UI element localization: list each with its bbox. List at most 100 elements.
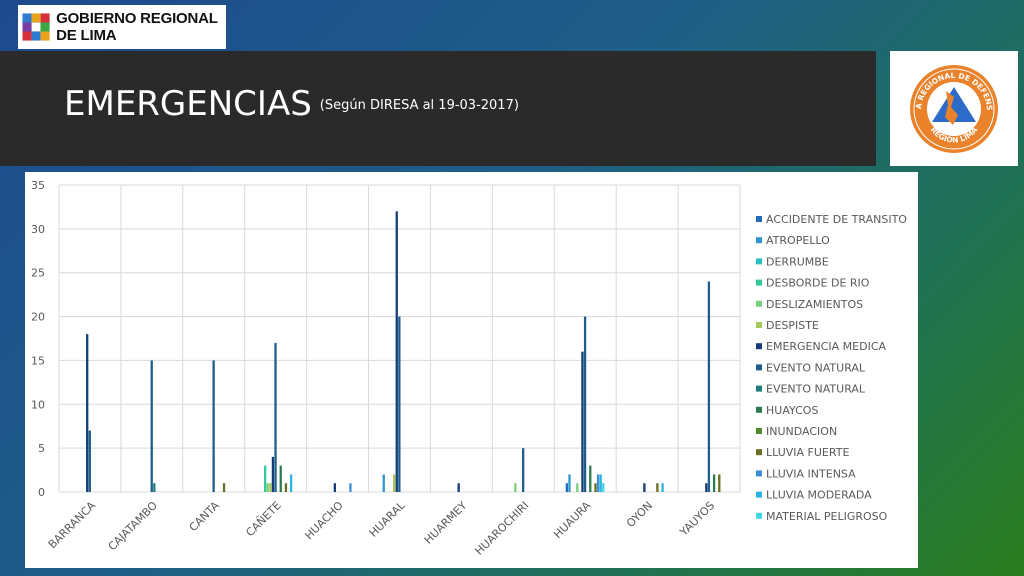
- title-subtitle: (Según DIRESA al 19-03-2017): [319, 98, 519, 113]
- bar: [349, 483, 352, 492]
- bar: [718, 474, 721, 492]
- y-axis-ticks: 0 5 10 15 20 25 30 35: [31, 179, 45, 499]
- legend-swatch: [756, 322, 762, 328]
- x-tick-label: HUARAL: [367, 498, 408, 539]
- bar: [712, 474, 716, 492]
- y-tick-label: 10: [31, 398, 45, 411]
- legend-label: EVENTO NATURAL: [766, 383, 866, 396]
- y-tick-label: 15: [31, 354, 45, 367]
- bar: [594, 483, 597, 492]
- bar: [599, 474, 602, 492]
- bar: [279, 465, 282, 492]
- bar: [269, 483, 272, 492]
- bar: [266, 483, 269, 492]
- bar: [274, 342, 277, 492]
- civil-defense-seal: SISTEMA REGIONAL DE DEFENSA CIVIL REGION…: [886, 44, 1018, 166]
- bar: [289, 474, 293, 492]
- legend-swatch: [756, 428, 762, 434]
- bar: [88, 430, 91, 492]
- bar: [643, 483, 646, 492]
- bar: [153, 483, 156, 492]
- bar: [583, 316, 587, 492]
- x-tick-label: BARRANCA: [46, 499, 99, 552]
- x-tick-label: CANTA: [187, 499, 223, 535]
- legend-swatch: [756, 491, 762, 498]
- bar: [596, 474, 600, 492]
- bar: [565, 483, 569, 492]
- bar: [656, 483, 659, 492]
- bar: [333, 483, 336, 492]
- y-tick-label: 0: [38, 486, 45, 499]
- legend-label: DESBORDE DE RIO: [766, 277, 870, 290]
- legend-swatch: [756, 406, 762, 413]
- x-tick-label: OYON: [624, 499, 655, 530]
- page-title: EMERGENCIAS (Según DIRESA al 19-03-2017): [64, 84, 519, 124]
- legend-swatch: [756, 279, 762, 286]
- bar: [568, 474, 571, 492]
- legend-swatch: [756, 216, 762, 222]
- x-tick-label: CAÑETE: [243, 499, 283, 539]
- legend-swatch: [756, 258, 762, 265]
- y-tick-label: 30: [31, 223, 45, 236]
- x-tick-label: HUAROCHIRI: [473, 499, 532, 558]
- legend-swatch: [756, 470, 762, 477]
- chart-panel: 0 5 10 15 20 25 30 35 BARRANCA CAJATAMBO CANTA CAÑ…: [25, 172, 918, 568]
- x-axis-ticks: BARRANCA CAJATAMBO CANTA CAÑETE HUACHO HUARAL…: [46, 498, 717, 557]
- bar: [86, 334, 89, 492]
- x-tick-label: HUACHO: [302, 499, 346, 543]
- bar: [581, 351, 584, 492]
- title-bar: [0, 51, 876, 166]
- bar: [707, 281, 711, 492]
- chart-legend: ACCIDENTE DE TRANSITO ATROPELLO DERRUMBE DE…: [756, 213, 907, 523]
- x-tick-label: HUAURA: [551, 499, 593, 541]
- bar: [150, 360, 153, 492]
- legend-label: HUAYCOS: [766, 404, 818, 417]
- logo-banner: GOBIERNO REGIONAL DE LIMA: [18, 5, 226, 49]
- legend-swatch: [756, 364, 762, 371]
- legend-swatch: [756, 300, 762, 307]
- legend-label: INUNDACION: [766, 425, 837, 438]
- legend-swatch: [756, 237, 762, 244]
- legend-label: MATERIAL PELIGROSO: [766, 510, 888, 523]
- bar: [212, 360, 215, 492]
- legend-swatch: [756, 449, 762, 456]
- legend-label: ATROPELLO: [766, 234, 830, 247]
- bar: [382, 474, 385, 492]
- logo-text: GOBIERNO REGIONAL DE LIMA: [56, 10, 218, 44]
- title-text: EMERGENCIAS: [64, 84, 312, 124]
- legend-label: DESLIZAMIENTOS: [766, 298, 863, 311]
- bar: [589, 465, 592, 492]
- bar: [395, 211, 398, 493]
- legend-label: LLUVIA MODERADA: [766, 489, 872, 502]
- chart-bars: [86, 211, 721, 493]
- bar: [514, 483, 517, 492]
- legend-label: ACCIDENTE DE TRANSITO: [766, 213, 907, 226]
- y-tick-label: 20: [31, 311, 45, 324]
- x-tick-label: HUARMEY: [422, 499, 470, 547]
- bar: [284, 483, 288, 492]
- bar: [398, 316, 401, 492]
- bar: [222, 483, 226, 492]
- regional-logo-icon: [22, 13, 50, 41]
- legend-swatch: [756, 385, 762, 392]
- bar: [457, 483, 460, 492]
- x-tick-label: CAJATAMBO: [106, 499, 161, 554]
- bar: [271, 456, 275, 492]
- legend-label: EMERGENCIA MEDICA: [766, 340, 887, 353]
- bar: [661, 483, 664, 492]
- bar: [393, 474, 396, 492]
- bar: [705, 483, 708, 492]
- bar: [522, 448, 525, 492]
- legend-label: LLUVIA FUERTE: [766, 446, 849, 459]
- y-tick-label: 35: [31, 179, 45, 192]
- bar: [602, 483, 605, 492]
- emergencias-bar-chart: 0 5 10 15 20 25 30 35 BARRANCA CAJATAMBO CANTA CAÑ…: [31, 179, 907, 558]
- y-tick-label: 25: [31, 267, 45, 280]
- legend-label: DERRUMBE: [766, 255, 829, 268]
- legend-swatch: [756, 343, 762, 350]
- x-tick-label: YAUYOS: [677, 499, 717, 539]
- bar: [263, 465, 267, 492]
- y-tick-label: 5: [38, 442, 45, 455]
- legend-label: EVENTO NATURAL: [766, 361, 866, 374]
- seal-emblem-icon: SISTEMA REGIONAL DE DEFENSA CIVIL REGION…: [886, 44, 998, 153]
